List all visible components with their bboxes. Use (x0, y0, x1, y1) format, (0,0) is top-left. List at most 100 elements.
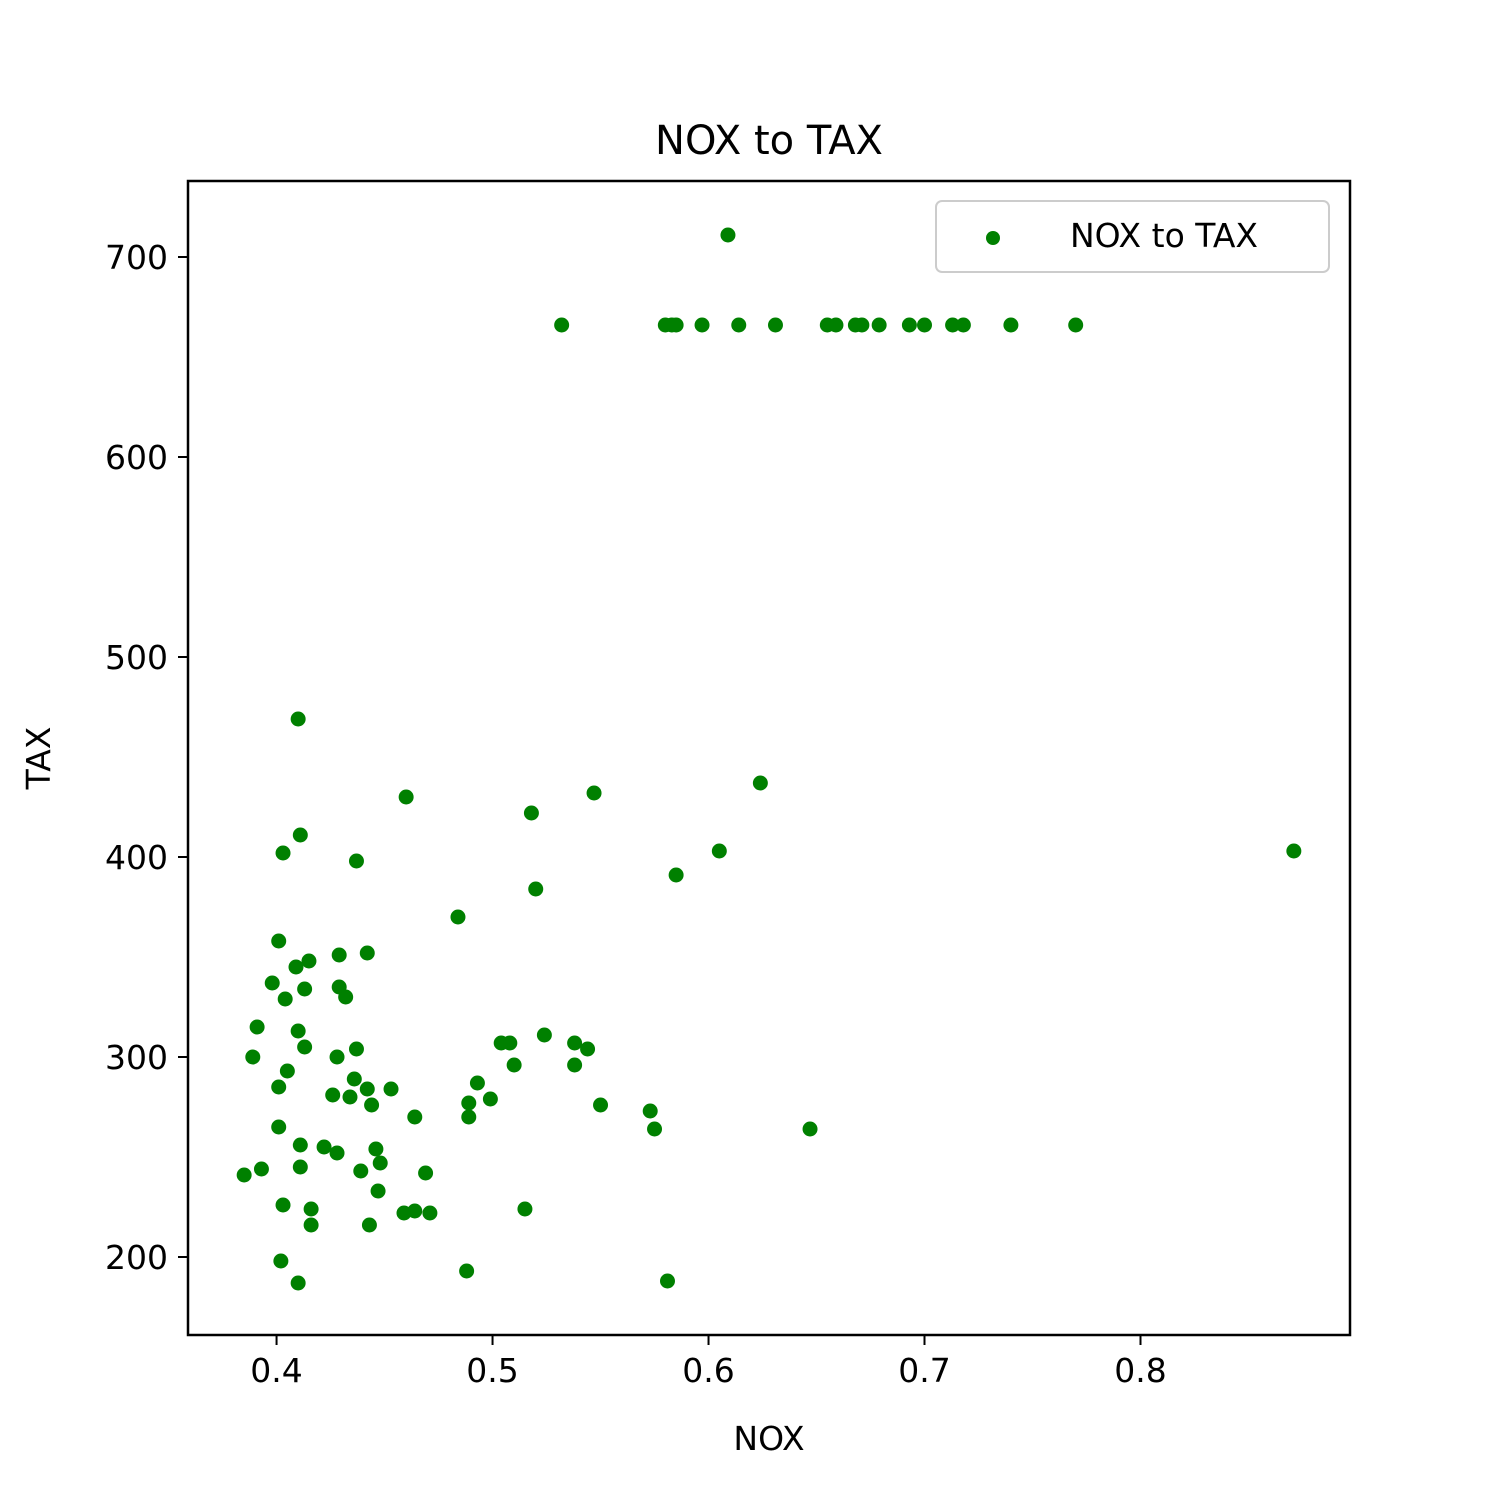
data-point (353, 1163, 369, 1179)
data-point (277, 991, 293, 1007)
x-tick-label: 0.6 (682, 1351, 734, 1390)
data-point (502, 1035, 518, 1051)
data-point (659, 1273, 675, 1289)
data-point (297, 1039, 313, 1055)
y-tick-label: 300 (105, 1038, 168, 1077)
legend-marker (986, 231, 1000, 245)
data-point (364, 1097, 380, 1113)
data-point (668, 317, 684, 333)
data-point (1286, 843, 1302, 859)
data-point (711, 843, 727, 859)
x-axis-title: NOX (733, 1419, 804, 1458)
data-point (290, 1275, 306, 1291)
data-point (359, 945, 375, 961)
data-point (301, 953, 317, 969)
data-point (506, 1057, 522, 1073)
data-point (303, 1217, 319, 1233)
data-point (450, 909, 466, 925)
data-point (275, 845, 291, 861)
data-point (236, 1167, 252, 1183)
data-point (329, 1145, 345, 1161)
y-tick-label: 600 (105, 438, 168, 477)
data-point (647, 1121, 663, 1137)
data-point (368, 1141, 384, 1157)
data-point (536, 1027, 552, 1043)
data-point (459, 1263, 475, 1279)
data-point (292, 1159, 308, 1175)
data-point (461, 1095, 477, 1111)
data-point (290, 1023, 306, 1039)
data-point (279, 1063, 295, 1079)
x-tick-label: 0.5 (466, 1351, 518, 1390)
x-tick-label: 0.4 (250, 1351, 302, 1390)
data-point (668, 867, 684, 883)
data-point (422, 1205, 438, 1221)
data-point (407, 1203, 423, 1219)
data-point (273, 1253, 289, 1269)
x-tick-label: 0.8 (1114, 1351, 1166, 1390)
data-point (370, 1183, 386, 1199)
data-point (580, 1041, 596, 1057)
data-point (917, 317, 933, 333)
data-point (297, 981, 313, 997)
data-point (828, 317, 844, 333)
data-point (348, 1041, 364, 1057)
data-point (1003, 317, 1019, 333)
data-point (955, 317, 971, 333)
data-point (407, 1109, 423, 1125)
y-tick-label: 500 (105, 638, 168, 677)
data-point (767, 317, 783, 333)
data-point (523, 805, 539, 821)
axes-frame (186, 179, 1352, 1337)
data-point (245, 1049, 261, 1065)
data-point (292, 827, 308, 843)
legend-box (935, 200, 1330, 273)
data-point (331, 947, 347, 963)
y-axis: 200 300 400 500 600 700 (105, 238, 188, 1277)
legend: NOX to TAX (935, 200, 1330, 273)
data-point (802, 1121, 818, 1137)
data-point (316, 1139, 332, 1155)
data-point (528, 881, 544, 897)
data-point (854, 317, 870, 333)
data-point (517, 1201, 533, 1217)
data-point (329, 1049, 345, 1065)
data-point (720, 227, 736, 243)
data-point (593, 1097, 609, 1113)
data-point (642, 1103, 658, 1119)
y-tick-label: 200 (105, 1238, 168, 1277)
data-point (271, 933, 287, 949)
data-point (554, 317, 570, 333)
data-point (342, 1089, 358, 1105)
data-point (901, 317, 917, 333)
data-point (1068, 317, 1084, 333)
data-point (694, 317, 710, 333)
data-point (418, 1165, 434, 1181)
data-point (338, 989, 354, 1005)
data-point (303, 1201, 319, 1217)
data-point (398, 789, 414, 805)
data-point (567, 1057, 583, 1073)
data-point (288, 959, 304, 975)
data-point (275, 1197, 291, 1213)
data-point (359, 1081, 375, 1097)
data-point (325, 1087, 341, 1103)
data-point (945, 317, 961, 333)
data-point (731, 317, 747, 333)
x-tick-label: 0.7 (898, 1351, 950, 1390)
data-point (271, 1119, 287, 1135)
y-axis-title: TAX (19, 727, 58, 791)
y-tick-label: 700 (105, 238, 168, 277)
data-point (567, 1035, 583, 1051)
legend-label: NOX to TAX (1070, 216, 1258, 255)
x-axis: 0.4 0.5 0.6 0.7 0.8 (250, 1335, 1167, 1390)
data-points (236, 227, 1302, 1291)
data-point (348, 853, 364, 869)
data-point (372, 1155, 388, 1171)
data-point (264, 975, 280, 991)
data-point (383, 1081, 399, 1097)
data-point (461, 1109, 477, 1125)
data-point (292, 1137, 308, 1153)
data-point (469, 1075, 485, 1091)
